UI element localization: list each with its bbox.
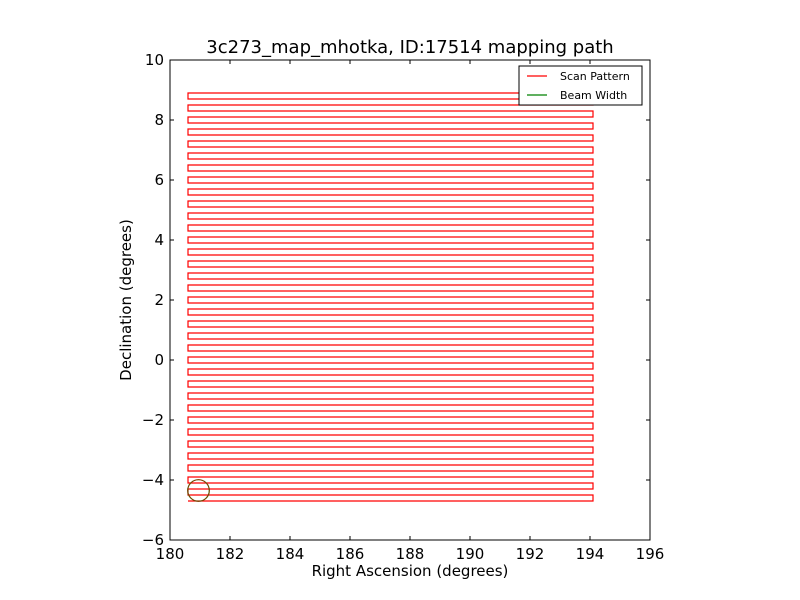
y-axis: −6 −4 −2 0 2 4 6 8 10 — [142, 51, 650, 549]
x-tick-label: 182 — [216, 545, 245, 563]
y-tick-label: 2 — [154, 291, 164, 309]
x-axis: 180 182 184 186 188 190 192 194 196 — [156, 60, 665, 563]
x-tick-label: 196 — [636, 545, 665, 563]
y-tick-label: −4 — [142, 471, 164, 489]
x-tick-label: 194 — [576, 545, 605, 563]
x-tick-label: 192 — [516, 545, 545, 563]
y-tick-label: 8 — [154, 111, 164, 129]
y-tick-label: 6 — [154, 171, 164, 189]
x-tick-label: 180 — [156, 545, 185, 563]
y-tick-label: −6 — [142, 531, 164, 549]
beam-width-circle-overlap — [187, 479, 210, 502]
x-tick-label: 190 — [456, 545, 485, 563]
y-tick-label: −2 — [142, 411, 164, 429]
plot-area — [187, 92, 594, 502]
x-tick-label: 186 — [336, 545, 365, 563]
y-tick-label: 0 — [154, 351, 164, 369]
x-tick-label: 188 — [396, 545, 425, 563]
legend-label-beam-width: Beam Width — [560, 89, 627, 102]
x-axis-title: Right Ascension (degrees) — [312, 562, 509, 580]
legend-label-scan-pattern: Scan Pattern — [560, 70, 630, 83]
y-tick-label: 4 — [154, 231, 164, 249]
y-tick-label: 10 — [145, 51, 164, 69]
chart-title: 3c273_map_mhotka, ID:17514 mapping path — [206, 37, 613, 58]
scan-pattern-line — [187, 92, 594, 502]
legend-box — [518, 65, 643, 106]
x-tick-label: 184 — [276, 545, 305, 563]
legend: Scan Pattern Beam Width — [518, 65, 643, 106]
y-axis-title: Declination (degrees) — [117, 219, 135, 381]
